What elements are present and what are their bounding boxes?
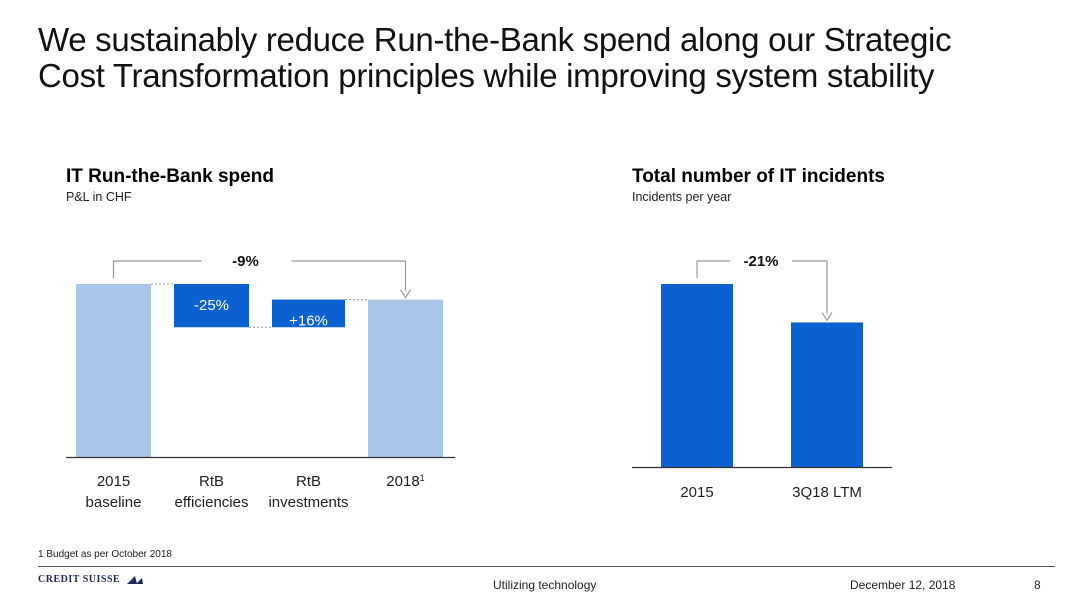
footer-divider (38, 566, 1055, 567)
change-bracket-left (696, 260, 730, 278)
footer-section-label: Utilizing technology (493, 578, 597, 592)
footer-date: December 12, 2018 (850, 578, 956, 592)
waterfall-bar (76, 284, 151, 457)
waterfall-bar (272, 299, 345, 328)
chart-2-subtitle: Incidents per year (632, 190, 732, 204)
chart-1-subtitle: P&L in CHF (66, 190, 132, 204)
category-label-line1: RtB (199, 473, 224, 490)
waterfall-bar (368, 299, 443, 457)
change-bracket-right (291, 260, 407, 291)
category-label-line2: baseline (86, 494, 142, 511)
change-arrow-head (821, 312, 833, 322)
chart-1-title: IT Run-the-Bank spend (66, 166, 274, 187)
category-label-line2: efficiencies (175, 494, 249, 511)
category-label: 2015 (680, 484, 713, 501)
waterfall-bar-label: -25% (194, 297, 229, 314)
change-arrow-head (399, 289, 412, 299)
sails-icon (127, 575, 144, 584)
page-number: 8 (1034, 578, 1041, 592)
category-label-line1: 2015 (97, 473, 130, 490)
footnote-marker: 1 (420, 473, 425, 483)
category-label-line1: 20181 (386, 473, 424, 490)
slide-title: We sustainably reduce Run-the-Bank spend… (38, 22, 1048, 94)
category-label-line2: investments (268, 494, 348, 511)
incident-bar (791, 322, 863, 467)
change-bracket-right (792, 260, 828, 314)
change-bracket-left (112, 260, 202, 278)
category-label: 3Q18 LTM (792, 484, 862, 501)
incident-bar (661, 284, 733, 467)
waterfall-bar-label: +16% (289, 313, 328, 330)
change-label: -21% (743, 253, 778, 270)
slide-title-line-1: We sustainably reduce Run-the-Bank spend… (38, 21, 952, 58)
chart-2-title: Total number of IT incidents (632, 166, 885, 187)
category-label-line1: RtB (296, 473, 321, 490)
credit-suisse-logo: CREDIT SUISSE (38, 574, 145, 585)
slide-title-line-2: Cost Transformation principles while imp… (38, 57, 935, 94)
change-label: -9% (232, 253, 259, 270)
logo-text: CREDIT SUISSE (38, 574, 121, 585)
footnote: 1 Budget as per October 2018 (38, 549, 172, 560)
waterfall-bar (174, 284, 249, 328)
